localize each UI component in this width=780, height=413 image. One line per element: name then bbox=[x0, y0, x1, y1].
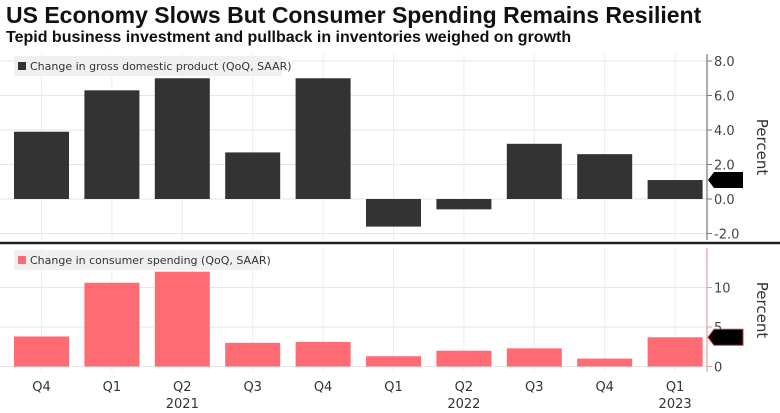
last-value-label: 3.7 bbox=[717, 331, 738, 346]
bar-q1-2022 bbox=[366, 199, 421, 227]
x-tick-label: Q1 bbox=[666, 380, 685, 395]
bar-q3-2021 bbox=[225, 342, 281, 367]
legend-box bbox=[14, 250, 262, 270]
y-tick-label: 2.0 bbox=[714, 159, 735, 174]
x-tick-label: Q4 bbox=[32, 380, 51, 395]
y-tick-label: 0.0 bbox=[714, 193, 735, 208]
bar-q1-2021 bbox=[84, 90, 140, 199]
legend-label: Change in consumer spending (QoQ, SAAR) bbox=[30, 254, 271, 267]
bar-q4-2020 bbox=[14, 131, 69, 199]
bar-q4-2022 bbox=[577, 358, 633, 367]
last-value-label: 1.1 bbox=[717, 174, 738, 189]
x-tick-label: Q4 bbox=[595, 380, 614, 395]
chart-subtitle: Tepid business investment and pullback i… bbox=[6, 29, 572, 46]
x-tick-label: Q1 bbox=[103, 380, 122, 395]
y-tick-label: -2.0 bbox=[714, 228, 739, 243]
y-axis-title: Percent bbox=[753, 119, 771, 176]
bar-q4-2021 bbox=[295, 78, 351, 199]
y-tick-label: 4.0 bbox=[714, 124, 735, 139]
y-axis-title: Percent bbox=[753, 282, 771, 339]
y-tick-label: 5 bbox=[714, 321, 722, 336]
bar-q1-2023 bbox=[647, 180, 703, 199]
x-year-label: 2023 bbox=[659, 397, 692, 412]
bar-q4-2022 bbox=[577, 154, 633, 199]
x-tick-label: Q4 bbox=[314, 380, 333, 395]
bar-q3-2021 bbox=[225, 152, 281, 199]
legend-box bbox=[14, 56, 282, 76]
bar-q3-2022 bbox=[506, 143, 562, 199]
legend-swatch bbox=[18, 62, 26, 70]
chart-title: US Economy Slows But Consumer Spending R… bbox=[6, 2, 702, 28]
bar-q1-2023 bbox=[647, 337, 703, 367]
y-tick-label: 10 bbox=[714, 282, 731, 297]
x-tick-label: Q2 bbox=[455, 380, 474, 395]
x-tick-label: Q2 bbox=[173, 380, 192, 395]
legend-swatch bbox=[18, 256, 26, 264]
legend-label: Change in gross domestic product (QoQ, S… bbox=[30, 60, 292, 73]
bar-q1-2022 bbox=[366, 356, 421, 367]
bar-q2-2021 bbox=[154, 271, 210, 367]
bar-q2-2022 bbox=[436, 199, 492, 210]
bar-q4-2020 bbox=[14, 336, 69, 367]
y-tick-label: 0 bbox=[714, 361, 722, 376]
x-tick-label: Q3 bbox=[243, 380, 262, 395]
bar-q1-2021 bbox=[84, 282, 140, 367]
x-tick-label: Q3 bbox=[525, 380, 544, 395]
bar-q3-2022 bbox=[506, 348, 562, 367]
x-year-label: 2022 bbox=[447, 397, 480, 412]
x-tick-label: Q1 bbox=[384, 380, 403, 395]
bar-q2-2021 bbox=[154, 78, 210, 199]
last-value-tag bbox=[708, 172, 743, 189]
bar-q2-2022 bbox=[436, 350, 492, 367]
x-year-label: 2021 bbox=[166, 397, 199, 412]
last-value-tag bbox=[707, 328, 744, 346]
y-tick-label: 6.0 bbox=[714, 90, 735, 105]
bar-q4-2021 bbox=[295, 342, 351, 367]
y-tick-label: 8.0 bbox=[714, 55, 735, 70]
